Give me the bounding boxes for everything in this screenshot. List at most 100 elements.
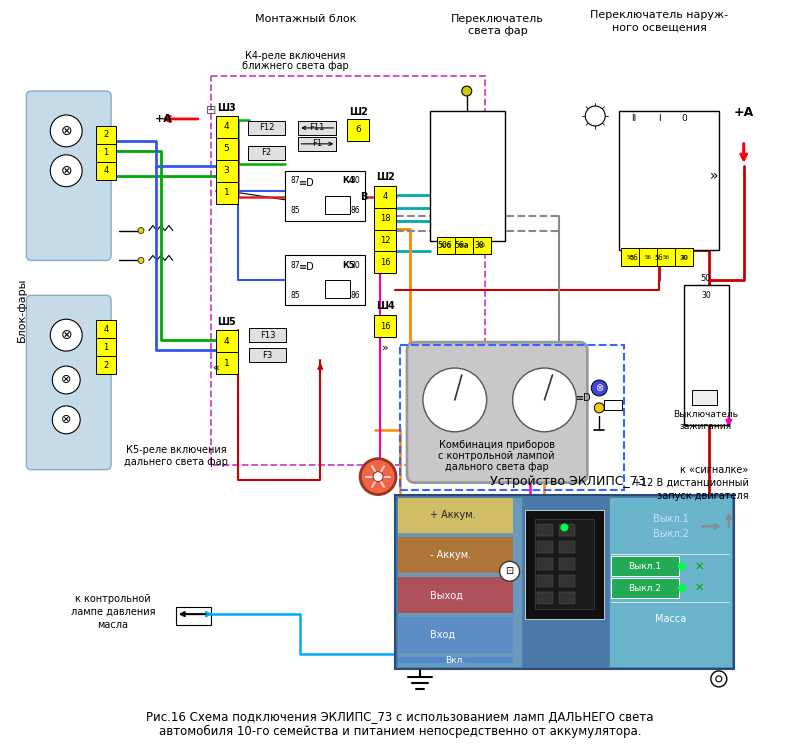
Bar (473, 236, 490, 254)
Bar (398, 538, 513, 573)
Text: Устройство ЭКЛИПС_73: Устройство ЭКЛИПС_73 (490, 475, 645, 488)
Bar (538, 525, 554, 536)
Text: дальнего света фар: дальнего света фар (124, 457, 228, 467)
Text: F2: F2 (262, 148, 271, 157)
Circle shape (462, 86, 472, 96)
Text: +12 В дистанционный: +12 В дистанционный (633, 478, 749, 488)
Text: II: II (631, 115, 637, 124)
Text: Выход: Выход (430, 590, 462, 600)
Text: ⊡: ⊡ (506, 566, 514, 576)
Text: 56: 56 (645, 255, 651, 260)
Bar (621, 248, 639, 267)
Text: Вход: Вход (430, 630, 455, 640)
Text: Блок-фары: Блок-фары (16, 278, 26, 343)
Bar (559, 575, 575, 587)
Bar (210, 76, 485, 464)
Bar (559, 559, 575, 570)
Bar (538, 559, 554, 570)
Text: Выкл.1: Выкл.1 (653, 514, 689, 525)
Bar (657, 248, 675, 267)
Bar (374, 316, 396, 337)
Bar (216, 352, 238, 374)
Text: Ш2: Ш2 (349, 107, 367, 117)
Bar (639, 248, 657, 267)
Text: 18: 18 (380, 214, 390, 223)
Text: 16: 16 (380, 258, 390, 267)
Circle shape (52, 406, 80, 434)
Circle shape (678, 584, 686, 592)
Text: 86: 86 (350, 291, 360, 300)
Text: Комбинация приборов: Комбинация приборов (438, 439, 554, 450)
Text: 1: 1 (224, 188, 230, 197)
Bar (398, 578, 513, 613)
Bar (374, 186, 396, 208)
Text: К5: К5 (342, 261, 355, 270)
Text: Выкл.2: Выкл.2 (629, 584, 662, 593)
Bar (534, 519, 594, 609)
Text: К4-реле включения: К4-реле включения (245, 51, 346, 61)
Text: дального света фар: дального света фар (445, 461, 549, 472)
Text: Масса: Масса (655, 614, 686, 624)
Text: 87: 87 (290, 261, 300, 270)
Text: ≡D: ≡D (577, 393, 592, 403)
Bar (398, 617, 513, 653)
Text: ⊗: ⊗ (61, 328, 72, 342)
Circle shape (360, 459, 396, 495)
Circle shape (513, 368, 576, 432)
Text: 0: 0 (681, 115, 687, 124)
Text: Ш4: Ш4 (376, 301, 394, 311)
Text: Рис.16 Схема подключения ЭКЛИПС_73 с использованием ламп ДАЛЬНЕГО света: Рис.16 Схема подключения ЭКЛИПС_73 с исп… (146, 710, 654, 723)
Text: 50: 50 (701, 274, 711, 283)
Text: F1: F1 (312, 140, 322, 149)
Text: к «сигналке»: к «сигналке» (681, 464, 749, 475)
Text: 4: 4 (103, 166, 109, 175)
Bar (430, 111, 505, 241)
Bar (326, 196, 350, 214)
FancyBboxPatch shape (407, 342, 587, 482)
Text: Ш3: Ш3 (218, 103, 236, 113)
Text: масла: масла (98, 620, 129, 630)
Text: ⊗: ⊗ (61, 374, 71, 387)
Text: »: » (710, 169, 718, 183)
Bar (298, 137, 336, 151)
Text: 85: 85 (290, 206, 300, 215)
Text: »: » (382, 343, 389, 353)
Text: автомобиля 10-го семейства и питанием непосредственно от аккумулятора.: автомобиля 10-го семейства и питанием не… (158, 725, 642, 738)
Circle shape (586, 106, 606, 126)
Text: Переключатель: Переключатель (451, 14, 544, 24)
Circle shape (50, 155, 82, 186)
Bar (176, 607, 210, 625)
Text: F12: F12 (259, 123, 274, 132)
Bar (538, 541, 554, 553)
Text: Монтажный блок: Монтажный блок (254, 14, 356, 24)
Text: 5б: 5б (626, 255, 634, 260)
Text: ближнего света фар: ближнего света фар (242, 61, 349, 71)
Bar (247, 121, 286, 135)
Circle shape (52, 366, 80, 394)
Text: 2: 2 (103, 361, 109, 369)
Circle shape (138, 227, 144, 233)
Text: Переключатель наруж-: Переключатель наруж- (590, 11, 728, 20)
Text: 30: 30 (478, 243, 486, 248)
Bar (249, 348, 286, 362)
Text: ного освещения: ного освещения (612, 23, 706, 32)
Bar (398, 657, 513, 663)
Bar (374, 251, 396, 273)
Circle shape (50, 115, 82, 147)
Text: с контрольной лампой: с контрольной лампой (438, 451, 555, 461)
Text: 4: 4 (103, 325, 109, 334)
Text: Ш5: Ш5 (218, 317, 236, 327)
Bar (326, 280, 350, 298)
Text: F3: F3 (262, 350, 273, 359)
Bar (96, 356, 116, 374)
Text: 16: 16 (380, 322, 390, 331)
Text: ⊗: ⊗ (61, 124, 72, 138)
Circle shape (373, 472, 383, 482)
Bar (96, 338, 116, 356)
Bar (400, 345, 624, 489)
Bar (611, 556, 679, 576)
Text: Выкл.2: Выкл.2 (653, 529, 689, 539)
Text: Ш2: Ш2 (376, 171, 394, 182)
Bar (286, 255, 365, 305)
Text: F13: F13 (260, 331, 275, 340)
